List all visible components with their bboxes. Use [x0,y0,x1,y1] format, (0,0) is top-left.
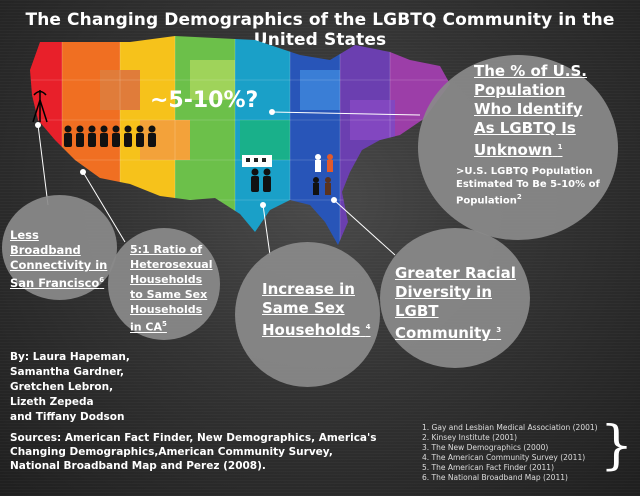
pointer-line-population [271,111,421,116]
pointer-line-broadband [37,124,49,206]
pointer-line-ratio [82,171,126,243]
population-bubble [418,55,618,240]
center-percentage-label: ~5-10%? [150,88,259,113]
households-text: Increase in Same Sex Households 4 [262,280,371,339]
diverse-people-icon [313,154,333,195]
broadband-bubble [2,195,117,300]
ratio-text: 5:1 Ratio of Heterosexual Households to … [130,243,213,334]
page-title: The Changing Demographics of the LGBTQ C… [25,10,615,50]
diversity-text: Greater Racial Diversity in LGBT Communi… [395,264,516,342]
households-bubble [235,242,380,387]
state-band-indigo [340,36,390,245]
family-figures-icon [64,125,156,147]
broadband-text: Less Broadband Connectivity in San Franc… [10,228,108,290]
pointer-line-diversity [333,199,396,256]
tower-icon [32,90,48,123]
references-list: 1. Gay and Lesbian Medical Association (… [422,423,598,482]
diversity-bubble [380,228,530,368]
references-brace: } [600,416,634,476]
house-couple-icon [242,155,272,192]
state-band-blue [290,36,340,245]
authors-credits: By: Laura Hapeman, Samantha Gardner, Gre… [10,351,130,423]
pointer-line-households [262,204,271,256]
population-heading: The % of U.S. Population Who Identify As… [474,62,587,159]
ratio-bubble [108,228,220,340]
population-detail: >U.S. LGBTQ Population Estimated To Be 5… [456,166,600,207]
sources-text: Sources: American Fact Finder, New Demog… [10,432,377,472]
